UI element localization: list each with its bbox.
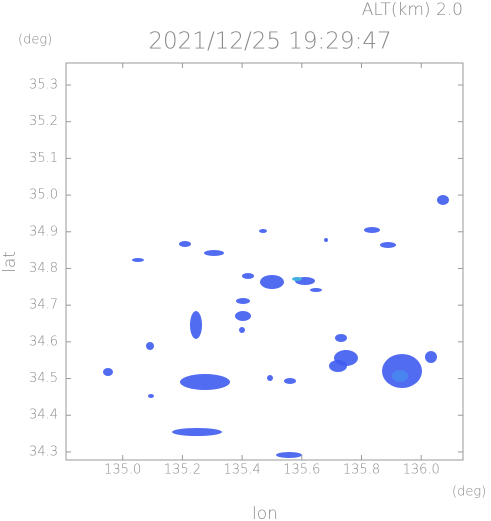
y-tick-label: 34.8 <box>29 261 58 276</box>
radar-echo <box>172 428 222 436</box>
y-tick-label: 35.1 <box>29 151 58 166</box>
y-unit: (deg) <box>18 33 52 48</box>
y-tick-label: 35.0 <box>29 188 58 203</box>
y-tick-label: 35.2 <box>29 114 58 129</box>
radar-echoes <box>103 195 449 458</box>
y-tick-label: 34.7 <box>29 298 58 313</box>
radar-echo <box>284 378 296 384</box>
radar-echo <box>425 351 437 363</box>
y-tick-label: 34.9 <box>29 224 58 239</box>
x-tick-label: 135.0 <box>104 463 141 478</box>
radar-echo <box>148 394 154 398</box>
radar-echo <box>146 342 154 350</box>
radar-echo <box>179 241 191 247</box>
x-unit: (deg) <box>452 485 486 500</box>
radar-echo <box>380 242 396 248</box>
radar-echo <box>242 273 254 279</box>
y-tick-label: 35.3 <box>29 78 58 93</box>
chart-title: 2021/12/25 19:29:47 <box>148 29 391 55</box>
radar-echo <box>259 229 267 233</box>
radar-echo <box>236 298 250 304</box>
x-tick-label: 135.2 <box>164 463 201 478</box>
radar-echo <box>260 275 284 289</box>
y-tick-label: 34.4 <box>29 408 58 423</box>
plot-frame <box>65 62 464 461</box>
y-axis-label: lat <box>0 251 20 273</box>
radar-echo <box>324 238 328 242</box>
radar-echo <box>310 288 322 292</box>
x-tick-label: 136.0 <box>403 463 440 478</box>
radar-echo <box>204 250 224 256</box>
radar-echo <box>292 277 302 281</box>
y-tick-label: 34.6 <box>29 334 58 349</box>
radar-echo <box>103 368 113 376</box>
radar-echo <box>335 334 347 342</box>
radar-echo <box>132 258 144 262</box>
radar-echo <box>180 374 230 390</box>
radar-echo <box>364 227 380 233</box>
radar-echo <box>437 195 449 205</box>
x-axis-label: lon <box>252 504 278 521</box>
y-tick-label: 34.3 <box>29 444 58 459</box>
radar-echo <box>276 452 302 458</box>
radar-echo <box>190 311 202 339</box>
y-tick-label: 34.5 <box>29 371 58 386</box>
x-tick-label: 135.8 <box>343 463 380 478</box>
x-tick-label: 135.6 <box>283 463 320 478</box>
radar-echo <box>235 311 251 321</box>
radar-echo <box>334 350 358 366</box>
radar-echo <box>392 370 408 382</box>
radar-echo <box>239 327 245 333</box>
x-tick-label: 135.4 <box>224 463 261 478</box>
altitude-label: ALT(km) 2.0 <box>362 0 463 20</box>
radar-echo <box>267 375 273 381</box>
